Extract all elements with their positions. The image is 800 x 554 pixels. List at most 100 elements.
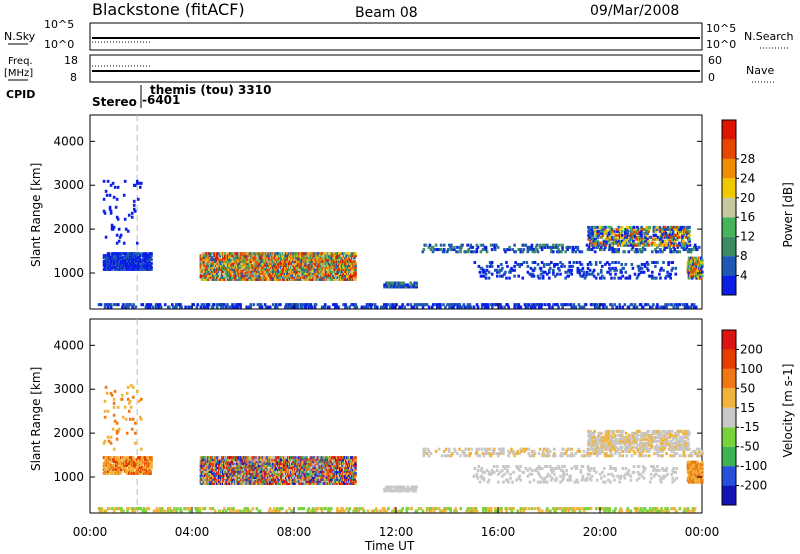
range-gate-cell xyxy=(626,227,629,231)
range-gate-cell xyxy=(267,456,271,460)
range-gate-cell xyxy=(582,272,586,276)
range-gate-cell xyxy=(200,254,204,258)
range-gate-cell xyxy=(629,225,632,229)
range-gate-cell xyxy=(550,260,553,264)
range-gate-cell xyxy=(141,303,145,307)
range-gate-cell xyxy=(204,464,208,468)
range-gate-cell xyxy=(150,252,153,256)
range-gate-cell xyxy=(299,258,302,262)
range-gate-cell xyxy=(630,262,634,266)
range-gate-cell xyxy=(150,460,153,464)
range-gate-cell xyxy=(613,303,616,307)
range-gate-cell xyxy=(692,270,696,274)
range-gate-cell xyxy=(354,273,357,277)
range-gate-cell xyxy=(618,241,622,245)
range-gate-cell xyxy=(535,243,539,247)
range-gate-cell xyxy=(574,245,578,249)
range-gate-cell xyxy=(640,235,643,239)
range-gate-cell xyxy=(249,303,253,307)
range-gate-cell xyxy=(199,305,203,309)
range-gate-cell xyxy=(531,250,535,254)
range-gate-cell xyxy=(415,305,419,309)
range-gate-cell xyxy=(688,237,691,241)
range-gate-cell xyxy=(240,254,243,258)
range-gate-cell xyxy=(105,462,109,466)
range-gate-cell xyxy=(106,469,110,473)
range-gate-cell xyxy=(576,248,580,252)
range-gate-cell xyxy=(126,229,130,233)
range-gate-cell xyxy=(610,227,614,231)
range-gate-cell xyxy=(145,460,148,464)
range-gate-cell xyxy=(424,243,428,247)
range-gate-cell xyxy=(139,458,142,462)
range-gate-cell xyxy=(640,229,643,233)
range-gate-cell xyxy=(477,264,481,268)
range-gate-cell xyxy=(344,303,347,307)
range-gate-cell xyxy=(667,237,671,241)
range-gate-cell xyxy=(673,248,677,252)
range-gate-cell xyxy=(540,260,544,264)
range-gate-cell xyxy=(247,256,251,260)
range-gate-cell xyxy=(649,305,652,309)
range-gate-cell xyxy=(526,264,530,268)
range-gate-cell xyxy=(646,262,650,266)
range-gate-cell xyxy=(532,274,536,278)
range-gate-cell xyxy=(366,305,370,309)
range-gate-cell xyxy=(688,248,692,252)
nave-tick-low: 0 xyxy=(708,71,715,84)
range-gate-cell xyxy=(116,469,120,473)
range-gate-cell xyxy=(156,303,160,307)
range-gate-cell xyxy=(538,276,542,280)
range-gate-cell xyxy=(553,262,556,266)
range-gate-cell xyxy=(476,245,480,249)
range-gate-cell xyxy=(658,235,662,239)
range-gate-cell xyxy=(114,254,118,258)
range-gate-cell xyxy=(399,281,402,285)
range-gate-cell xyxy=(230,271,233,275)
range-gate-cell xyxy=(580,250,584,254)
range-gate-cell xyxy=(592,268,596,272)
range-gate-cell xyxy=(459,248,462,252)
range-gate-cell xyxy=(241,273,244,277)
range-gate-cell xyxy=(486,303,490,307)
range-gate-cell xyxy=(661,243,665,247)
range-gate-cell xyxy=(529,272,533,276)
range-gate-cell xyxy=(144,462,147,466)
range-gate-cell xyxy=(291,271,294,275)
range-gate-cell xyxy=(533,250,537,254)
range-gate-cell xyxy=(690,256,694,260)
range-gate-cell xyxy=(533,260,537,264)
range-gate-cell xyxy=(233,462,236,466)
range-gate-cell xyxy=(653,241,657,245)
range-gate-cell xyxy=(261,258,265,262)
range-gate-cell xyxy=(311,277,315,281)
range-gate-cell xyxy=(647,239,651,243)
range-gate-cell xyxy=(108,263,112,267)
range-gate-cell xyxy=(659,237,663,241)
range-gate-cell xyxy=(526,305,530,309)
range-gate-cell xyxy=(439,243,443,247)
range-gate-cell xyxy=(147,256,150,260)
range-gate-cell xyxy=(592,245,596,249)
range-gate-cell xyxy=(615,305,618,309)
range-gate-cell xyxy=(530,303,534,307)
range-gate-cell xyxy=(143,469,146,473)
range-gate-cell xyxy=(651,270,654,274)
range-gate-cell xyxy=(664,276,667,280)
range-gate-cell xyxy=(647,243,651,247)
nsky-tick-high: 10^5 xyxy=(44,18,74,31)
range-gate-cell xyxy=(518,264,521,268)
range-gate-cell xyxy=(306,262,309,266)
range-gate-cell xyxy=(632,305,636,309)
range-gate-cell xyxy=(641,248,645,252)
ytick-label: 4000 xyxy=(53,134,84,148)
range-gate-cell xyxy=(115,197,119,201)
range-gate-cell xyxy=(249,266,253,270)
range-gate-cell xyxy=(280,260,284,264)
range-gate-cell xyxy=(141,252,144,256)
range-gate-cell xyxy=(694,266,698,270)
range-gate-cell xyxy=(493,245,497,249)
range-gate-cell xyxy=(322,256,326,260)
range-gate-cell xyxy=(354,275,357,279)
range-gate-cell xyxy=(593,227,596,231)
